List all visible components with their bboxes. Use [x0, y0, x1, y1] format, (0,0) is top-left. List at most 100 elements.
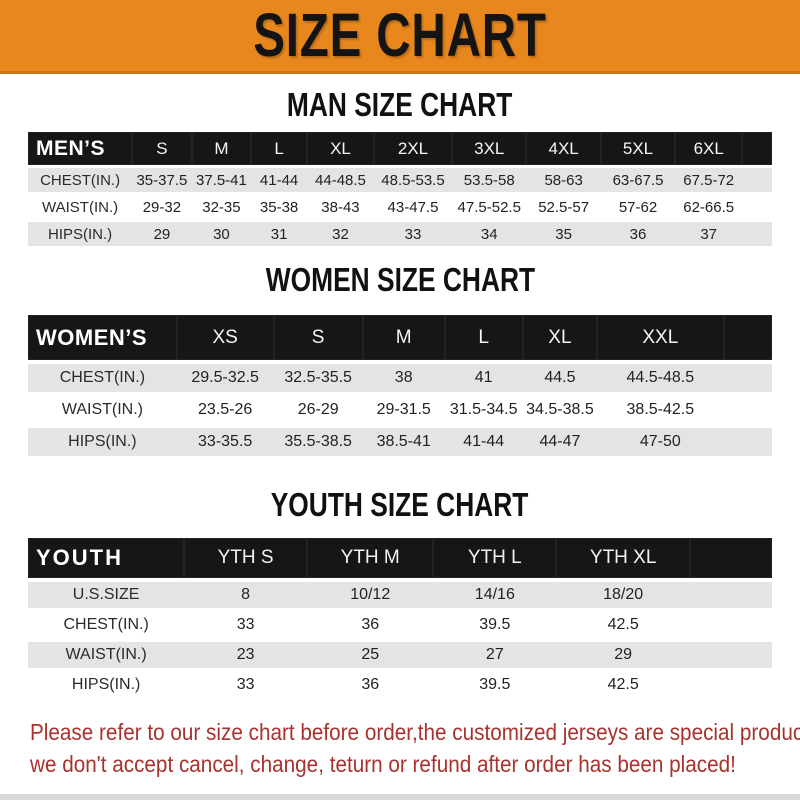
- cell: 30: [191, 222, 252, 246]
- row-label: CHEST(IN.): [28, 168, 133, 192]
- cell: 8: [184, 582, 307, 608]
- youth-header-label: YOUTH: [28, 538, 185, 578]
- cell: 37: [675, 222, 743, 246]
- women-section-heading-text: WOMEN SIZE CHART: [265, 260, 535, 299]
- men-size-col: 4XL: [526, 132, 601, 165]
- page-title: SIZE CHART: [253, 0, 547, 70]
- cell: 48.5-53.5: [373, 168, 453, 192]
- cell: 44.5-48.5: [597, 364, 724, 392]
- cell-spacer: [690, 642, 772, 668]
- cell: 38.5-42.5: [597, 396, 724, 424]
- row-label: HIPS(IN.): [28, 672, 185, 698]
- cell-spacer: [742, 168, 772, 192]
- youth-size-col: YTH XL: [556, 538, 691, 578]
- cell: 32: [306, 222, 374, 246]
- cell: 31.5-34.5: [444, 396, 523, 424]
- cell: 41-44: [251, 168, 307, 192]
- men-header-row: MEN’S S M L XL 2XL 3XL 4XL 5XL 6XL: [28, 132, 772, 165]
- women-waist-row: WAIST(IN.) 23.5-26 26-29 29-31.5 31.5-34…: [28, 396, 772, 424]
- cell: 41: [444, 364, 523, 392]
- women-header-spacer: [723, 315, 772, 360]
- order-notice-line-1: Please refer to our size chart before or…: [30, 719, 800, 745]
- cell: 27: [433, 642, 557, 668]
- cell: 23: [184, 642, 307, 668]
- youth-header-row: YOUTH YTH S YTH M YTH L YTH XL: [28, 538, 772, 578]
- cell: 38: [362, 364, 445, 392]
- cell: 38-43: [306, 195, 374, 219]
- cell: 29.5-32.5: [176, 364, 274, 392]
- cell: 63-67.5: [600, 168, 676, 192]
- men-section-heading: MAN SIZE CHART: [0, 88, 800, 121]
- men-size-col: XL: [306, 132, 374, 165]
- youth-waist-row: WAIST(IN.) 23 25 27 29: [28, 642, 772, 668]
- cell: 25: [306, 642, 434, 668]
- cell: 44-48.5: [306, 168, 374, 192]
- cell: 42.5: [556, 672, 691, 698]
- men-waist-row: WAIST(IN.) 29-32 32-35 35-38 38-43 43-47…: [28, 195, 772, 219]
- men-size-col: 6XL: [675, 132, 743, 165]
- cell: 33: [184, 672, 307, 698]
- cell: 29-31.5: [362, 396, 445, 424]
- women-section-heading: WOMEN SIZE CHART: [0, 260, 800, 299]
- cell-spacer: [690, 612, 772, 638]
- youth-chest-row: CHEST(IN.) 33 36 39.5 42.5: [28, 612, 772, 638]
- cell: 33: [184, 612, 307, 638]
- cell: 38.5-41: [362, 428, 445, 456]
- men-chest-row: CHEST(IN.) 35-37.5 37.5-41 41-44 44-48.5…: [28, 168, 772, 192]
- youth-size-col: YTH M: [306, 538, 434, 578]
- men-size-col: 3XL: [452, 132, 527, 165]
- row-label: WAIST(IN.): [28, 642, 185, 668]
- men-size-col: 5XL: [600, 132, 676, 165]
- youth-size-col: YTH L: [433, 538, 557, 578]
- cell-spacer: [723, 428, 772, 456]
- women-size-col: M: [362, 315, 445, 360]
- order-notice: Please refer to our size chart before or…: [30, 716, 800, 780]
- cell: 36: [306, 612, 434, 638]
- cell: 35-38: [251, 195, 307, 219]
- women-size-col: XL: [522, 315, 598, 360]
- cell: 41-44: [444, 428, 523, 456]
- cell: 29-32: [132, 195, 192, 219]
- cell: 32.5-35.5: [273, 364, 363, 392]
- men-size-col: L: [251, 132, 307, 165]
- cell: 52.5-57: [526, 195, 601, 219]
- cell-spacer: [742, 195, 772, 219]
- women-header-row: WOMEN’S XS S M L XL XXL: [28, 315, 772, 360]
- cell: 35-37.5: [132, 168, 192, 192]
- cell: 37.5-41: [191, 168, 252, 192]
- row-label: U.S.SIZE: [28, 582, 185, 608]
- women-size-col: XXL: [597, 315, 724, 360]
- youth-ussize-row: U.S.SIZE 8 10/12 14/16 18/20: [28, 582, 772, 608]
- row-label: CHEST(IN.): [28, 612, 185, 638]
- cell: 34: [452, 222, 527, 246]
- cell: 33: [373, 222, 453, 246]
- cell-spacer: [742, 222, 772, 246]
- men-size-col: 2XL: [373, 132, 453, 165]
- women-size-col: XS: [176, 315, 274, 360]
- cell: 31: [251, 222, 307, 246]
- cell: 14/16: [433, 582, 557, 608]
- cell: 47-50: [597, 428, 724, 456]
- cell: 67.5-72: [675, 168, 743, 192]
- men-header-label: MEN’S: [28, 132, 133, 165]
- cell: 35: [526, 222, 601, 246]
- women-header-label: WOMEN’S: [28, 315, 177, 360]
- row-label: WAIST(IN.): [28, 396, 177, 424]
- cell: 33-35.5: [176, 428, 274, 456]
- women-hips-row: HIPS(IN.) 33-35.5 35.5-38.5 38.5-41 41-4…: [28, 428, 772, 456]
- row-label: CHEST(IN.): [28, 364, 177, 392]
- youth-section-heading-text: YOUTH SIZE CHART: [271, 485, 529, 524]
- men-header-spacer: [742, 132, 772, 165]
- cell: 39.5: [433, 612, 557, 638]
- cell: 39.5: [433, 672, 557, 698]
- youth-size-col: YTH S: [184, 538, 307, 578]
- women-size-col: L: [444, 315, 523, 360]
- cell: 29: [132, 222, 192, 246]
- youth-header-spacer: [690, 538, 772, 578]
- cell-spacer: [690, 582, 772, 608]
- cell: 44.5: [522, 364, 598, 392]
- men-size-col: M: [191, 132, 252, 165]
- cell: 26-29: [273, 396, 363, 424]
- youth-section-heading: YOUTH SIZE CHART: [0, 485, 800, 524]
